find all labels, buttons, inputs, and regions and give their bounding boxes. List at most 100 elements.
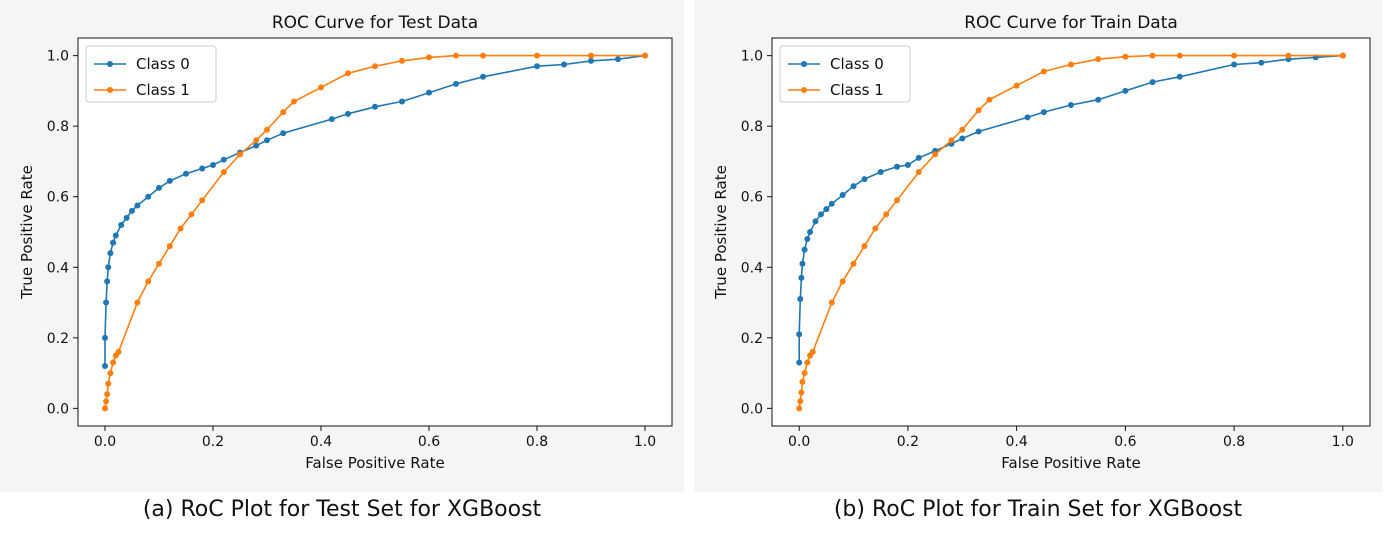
y-tick-label: 0.2 [741,331,763,347]
data-point-class-1 [291,98,297,105]
data-point-class-1 [861,243,868,250]
data-point-class-0 [107,250,114,257]
data-point-class-0 [823,206,830,213]
data-point-class-1 [872,225,879,232]
legend-label-class-0: Class 0 [136,55,190,73]
data-point-class-1 [915,169,922,176]
legend-label-class-1: Class 1 [136,81,190,99]
data-point-class-0 [345,110,351,117]
data-point-class-0 [220,156,227,163]
data-point-class-1 [1040,68,1047,75]
caption-train: (b) RoC Plot for Train Set for XGBoost [833,497,1243,522]
data-point-class-1 [264,126,270,133]
data-point-class-0 [253,142,260,149]
data-point-class-1 [104,391,111,398]
y-axis-label: True Positive Rate [712,165,730,300]
data-point-class-0 [915,154,922,161]
data-point-class-1 [883,211,890,218]
data-point-class-0 [959,135,966,142]
data-point-class-0 [105,264,112,271]
data-point-class-1 [1122,53,1129,60]
data-point-class-1 [134,299,141,306]
data-point-class-0 [615,56,621,63]
data-point-class-1 [799,378,806,385]
data-point-class-0 [210,161,216,168]
data-point-class-0 [156,184,162,191]
x-axis-label: False Positive Rate [305,454,444,472]
data-point-class-0 [796,331,803,338]
data-point-class-1 [948,137,955,144]
data-point-class-0 [1122,87,1129,94]
data-point-class-1 [839,278,846,285]
data-point-class-1 [1095,56,1102,63]
data-point-class-0 [104,278,111,285]
data-point-class-1 [372,63,378,70]
data-point-class-0 [264,137,270,144]
data-point-class-0 [817,211,824,218]
data-point-class-0 [534,63,540,70]
data-point-class-1 [103,398,110,405]
data-point-class-0 [850,183,857,190]
data-point-class-1 [102,405,108,412]
data-point-class-0 [102,363,108,370]
data-point-class-0 [1176,73,1183,80]
x-tick-label: 0.4 [1006,434,1028,450]
data-point-class-0 [799,260,806,267]
data-point-class-0 [894,163,901,170]
data-point-class-0 [110,239,117,246]
data-point-class-1 [796,405,803,412]
data-point-class-0 [877,169,884,176]
y-tick-label: 0.6 [47,190,69,206]
data-point-class-1 [642,52,648,59]
data-point-class-1 [318,84,324,91]
data-point-class-1 [959,126,966,133]
x-tick-label: 0.0 [94,434,116,450]
data-point-class-1 [1176,52,1183,59]
data-point-class-0 [118,221,125,228]
data-point-class-0 [801,246,808,253]
x-tick-label: 1.0 [634,434,656,450]
data-point-class-0 [561,61,567,68]
data-point-class-1 [894,197,901,204]
chart-panel-test: ROC Curve for Test Data 0.0 0.2 0.4 0.6 0.8 1.… [0,0,684,492]
data-point-class-0 [588,57,594,64]
data-point-class-0 [1149,79,1156,86]
chart-title: ROC Curve for Train Data [964,13,1178,33]
x-tick-label: 0.8 [1223,434,1245,450]
plot-frame [771,37,1371,427]
data-point-class-1 [115,348,122,355]
data-point-class-1 [345,70,351,77]
y-tick-label: 0.4 [741,260,763,276]
y-tick-label: 0.2 [47,331,69,347]
caption-test: (a) RoC Plot for Test Set for XGBoost [142,497,542,522]
y-tick-label: 0.8 [741,119,763,135]
legend-marker-class-1 [107,87,113,93]
data-point-class-0 [372,103,378,110]
x-tick-label: 0.2 [202,434,224,450]
data-point-class-1 [453,52,459,59]
data-point-class-1 [1013,82,1020,89]
data-point-class-0 [426,89,432,96]
data-point-class-0 [129,207,135,214]
data-point-class-1 [105,380,112,387]
legend-marker-class-0 [801,61,807,67]
data-point-class-0 [453,80,459,87]
x-tick-label: 0.2 [897,434,919,450]
x-tick-label: 0.6 [418,434,440,450]
roc-chart-test: ROC Curve for Test Data 0.0 0.2 0.4 0.6 0.8 1.… [18,13,673,472]
data-point-class-1 [1149,52,1156,59]
data-point-class-0 [280,130,287,137]
data-point-class-1 [253,137,260,144]
legend-marker-class-1 [801,87,807,93]
data-point-class-0 [134,202,141,209]
data-point-class-0 [839,191,846,198]
data-point-class-0 [797,296,804,303]
plot-area [78,38,672,426]
x-tick-label: 0.6 [1114,434,1136,450]
data-point-class-1 [588,52,594,59]
data-point-class-1 [534,52,540,59]
data-point-class-1 [828,299,835,306]
data-point-class-0 [112,232,119,239]
data-point-class-1 [166,243,173,250]
data-point-class-1 [107,370,114,377]
